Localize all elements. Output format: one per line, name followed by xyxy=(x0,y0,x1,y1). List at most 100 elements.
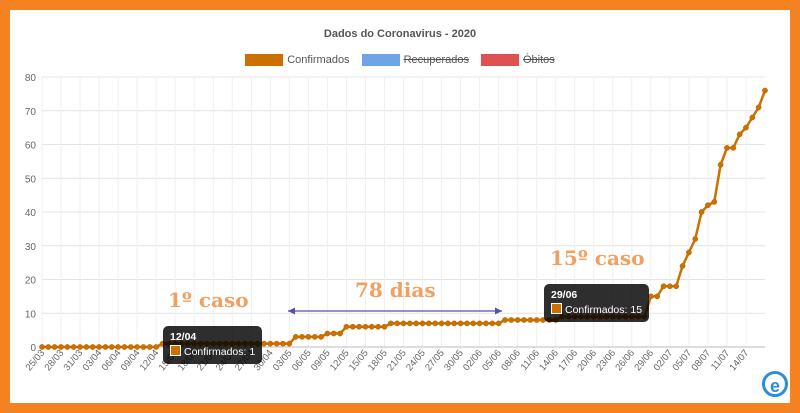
x-tick-label: 08/07 xyxy=(690,348,714,373)
x-tick-label: 25/03 xyxy=(24,348,48,373)
x-tick-label: 09/04 xyxy=(119,348,143,373)
data-point xyxy=(749,114,756,121)
x-tick-label: 02/06 xyxy=(461,348,485,373)
data-point xyxy=(311,334,318,340)
data-point xyxy=(134,344,140,350)
data-point xyxy=(533,317,540,323)
x-tick-label: 03/04 xyxy=(81,348,105,373)
x-tick-label: 11/07 xyxy=(709,348,732,373)
data-point xyxy=(483,320,489,327)
x-tick-label: 29/06 xyxy=(632,348,656,373)
legend-label-obitos: Óbitos xyxy=(523,54,555,66)
data-point xyxy=(153,344,160,350)
data-point xyxy=(489,320,496,327)
data-point xyxy=(368,323,375,330)
x-tick-label: 06/05 xyxy=(290,348,314,373)
data-point xyxy=(292,334,299,340)
data-point xyxy=(413,320,420,327)
x-tick-label: 15/05 xyxy=(347,348,371,373)
data-point xyxy=(679,263,686,269)
site-logo[interactable]: e xyxy=(762,371,788,397)
data-point xyxy=(445,320,451,327)
data-point xyxy=(394,320,401,327)
tooltip-title: 12/04 xyxy=(170,331,197,343)
data-point xyxy=(692,236,699,242)
tooltip-29-06: 29/06 Confirmados: 15 xyxy=(544,284,650,322)
data-point xyxy=(400,320,407,327)
data-point xyxy=(495,320,502,327)
x-tick-label: 11/06 xyxy=(519,348,542,373)
data-point xyxy=(45,344,52,350)
data-point xyxy=(736,131,743,138)
legend-item-obitos[interactable]: Óbitos xyxy=(481,54,555,66)
data-point xyxy=(280,340,286,347)
data-point xyxy=(286,340,293,347)
y-tick-label: 80 xyxy=(25,73,37,84)
y-tick-label: 30 xyxy=(25,242,37,253)
data-point xyxy=(711,199,718,205)
data-point xyxy=(356,323,362,330)
data-point xyxy=(70,344,77,350)
data-point xyxy=(508,317,515,323)
y-tick-label: 10 xyxy=(25,309,37,320)
legend-swatch-confirmados xyxy=(245,54,284,66)
data-point xyxy=(730,145,737,151)
data-point xyxy=(102,344,109,350)
legend-item-confirmados[interactable]: Confirmados xyxy=(245,54,350,66)
legend-label-confirmados: Confirmados xyxy=(287,54,350,66)
x-tick-label: 03/05 xyxy=(271,348,295,373)
data-point xyxy=(83,344,90,350)
data-point xyxy=(470,320,477,327)
interval-arrow-head-left xyxy=(288,307,295,315)
data-point xyxy=(762,87,768,94)
x-tick-label: 09/05 xyxy=(309,348,333,373)
data-point xyxy=(273,340,280,347)
data-point xyxy=(89,344,96,350)
data-point xyxy=(121,344,128,350)
tooltip-12-04: 12/04 Confirmados: 1 xyxy=(163,326,263,364)
tooltip-swatch xyxy=(170,345,181,356)
tooltip-title: 29/06 xyxy=(551,289,578,301)
data-point xyxy=(743,124,749,131)
y-tick-label: 40 xyxy=(25,208,37,219)
data-point xyxy=(686,249,692,256)
data-point xyxy=(419,320,426,327)
legend: Confirmados Recuperados Óbitos xyxy=(10,54,790,66)
y-tick-label: 60 xyxy=(25,141,37,152)
data-point xyxy=(451,320,458,327)
data-point xyxy=(318,334,324,340)
data-point xyxy=(96,344,102,350)
data-point xyxy=(127,344,134,350)
data-point xyxy=(330,330,337,337)
data-point xyxy=(514,317,521,323)
data-point xyxy=(464,320,470,327)
data-point xyxy=(299,334,305,340)
data-point xyxy=(673,283,680,290)
x-tick-label: 18/05 xyxy=(366,348,390,373)
data-point xyxy=(261,340,267,347)
legend-item-recuperados[interactable]: Recuperados xyxy=(361,54,469,66)
annotation-fifteenth-case: 15º caso xyxy=(550,246,645,270)
data-point xyxy=(457,320,464,327)
x-tick-label: 17/06 xyxy=(556,348,580,373)
annotation-78-days: 78 dias xyxy=(355,278,436,302)
data-point xyxy=(717,161,724,168)
annotation-first-case: 1º caso xyxy=(168,288,249,312)
interval-arrow-head-right xyxy=(495,307,502,315)
x-tick-label: 14/06 xyxy=(537,348,561,373)
data-point xyxy=(324,330,331,337)
data-point xyxy=(77,344,83,350)
data-point xyxy=(381,323,388,330)
data-point xyxy=(64,344,71,350)
x-tick-label: 06/04 xyxy=(100,348,124,373)
legend-swatch-recuperados xyxy=(361,54,400,66)
data-point xyxy=(140,344,147,350)
data-point xyxy=(51,344,58,350)
x-tick-label: 14/07 xyxy=(728,348,752,373)
data-point xyxy=(527,317,534,323)
x-tick-label: 05/06 xyxy=(480,348,504,373)
x-tick-label: 30/05 xyxy=(442,348,466,373)
x-tick-label: 05/07 xyxy=(670,348,694,373)
x-tick-label: 08/06 xyxy=(499,348,523,373)
x-tick-label: 31/03 xyxy=(62,348,86,373)
